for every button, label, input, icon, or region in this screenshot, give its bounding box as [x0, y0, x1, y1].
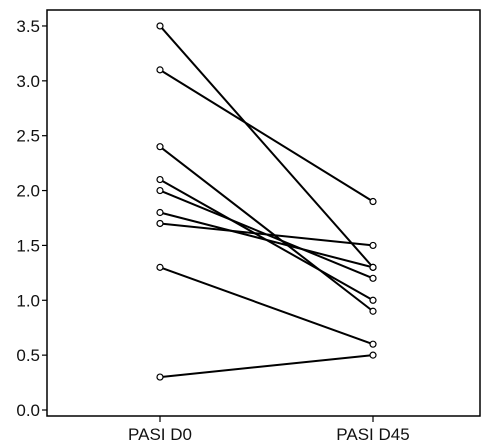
marker-d45: [369, 351, 377, 359]
marker-d0: [156, 22, 164, 30]
y-tick-label: 0.0: [16, 401, 40, 420]
series-line: [159, 69, 374, 203]
y-tick-label: 1.5: [16, 236, 40, 255]
marker-d0: [156, 186, 164, 195]
series-line: [159, 222, 374, 247]
y-tick-label: 0.5: [16, 346, 40, 365]
plot-frame: [46, 9, 481, 417]
y-tick-label: 2.5: [16, 127, 40, 146]
marker-d45: [369, 274, 377, 282]
marker-d45: [369, 307, 377, 315]
series-line: [159, 211, 374, 269]
marker-d0: [156, 373, 164, 381]
marker-d45: [369, 296, 377, 304]
marker-d45: [369, 241, 377, 250]
marker-d0: [156, 175, 164, 184]
y-tick-label: 3.0: [16, 72, 40, 91]
marker-d45: [369, 263, 377, 271]
axes-group: 0.0 0.5 1.0 1.5 2.0 2.5 3.0 3.5 PASI D0 PASI D45: [16, 9, 481, 444]
y-tick-label: 2.0: [16, 182, 40, 201]
marker-d0: [156, 219, 164, 228]
marker-d0: [156, 66, 164, 74]
marker-d0: [156, 143, 164, 151]
series-line: [159, 145, 374, 313]
series-line: [159, 266, 374, 346]
markers-group: [156, 22, 377, 381]
y-tick-label: 1.0: [16, 291, 40, 310]
series-line: [159, 25, 374, 269]
series-line: [159, 354, 374, 379]
marker-d0: [156, 208, 164, 217]
y-tick-label: 3.5: [16, 17, 40, 36]
marker-d45: [369, 340, 377, 348]
marker-d45: [369, 197, 377, 206]
x-tick-label: PASI D0: [128, 425, 192, 443]
series-lines-group: [159, 25, 374, 379]
x-tick-label: PASI D45: [336, 425, 409, 443]
marker-d0: [156, 263, 164, 271]
